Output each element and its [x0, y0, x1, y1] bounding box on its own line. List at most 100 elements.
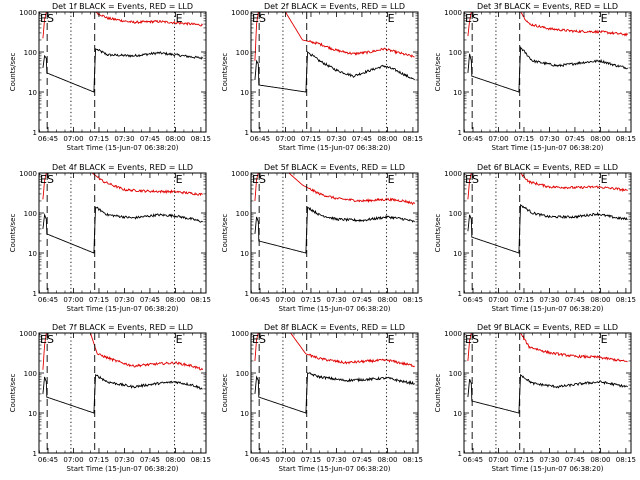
lld-series-line	[254, 12, 415, 61]
x-tick-label: 07:00	[275, 296, 295, 304]
y-tick-label: 100	[24, 370, 37, 378]
x-tick-label: 07:15	[301, 135, 321, 143]
y-tick-label: 100	[236, 370, 249, 378]
lld-series-line	[467, 333, 628, 363]
marker-label-E: E	[601, 173, 608, 186]
y-tick-label: 100	[236, 49, 249, 57]
marker-label-S: S	[47, 12, 54, 25]
x-tick-label: 07:45	[352, 135, 372, 143]
y-tick-label: 10	[453, 89, 462, 97]
marker-label-E: E	[40, 173, 47, 186]
marker-label-S: S	[259, 173, 266, 186]
y-tick-label: 1000	[19, 170, 37, 178]
x-tick-label: 08:15	[616, 296, 636, 304]
marker-label-S: S	[472, 333, 479, 346]
x-tick-label: 07:15	[89, 296, 109, 304]
x-tick-label: 07:30	[539, 135, 559, 143]
x-tick-label: 08:15	[191, 135, 211, 143]
marker-label-S: S	[472, 12, 479, 25]
plot-frame	[463, 11, 632, 133]
x-tick-label: 06:45	[38, 135, 58, 143]
x-tick-label: 08:15	[616, 456, 636, 464]
marker-label-E: E	[40, 12, 47, 25]
y-axis-label: Counts/sec	[9, 214, 17, 253]
marker-label-S: S	[472, 173, 479, 186]
x-tick-label: 08:15	[191, 456, 211, 464]
y-tick-label: 10	[453, 410, 462, 418]
events-series-line	[254, 372, 415, 414]
plot-frame	[38, 332, 207, 454]
plot-frame	[38, 11, 207, 133]
x-tick-label: 08:15	[191, 296, 211, 304]
marker-label-E: E	[176, 333, 183, 346]
x-tick-label: 07:15	[89, 456, 109, 464]
events-series-line	[467, 203, 628, 254]
x-axis-label: Start Time (15-Jun-07 06:38:20)	[67, 144, 179, 152]
y-tick-label: 100	[449, 49, 462, 57]
x-tick-label: 07:45	[565, 456, 585, 464]
x-axis-label: Start Time (15-Jun-07 06:38:20)	[67, 465, 179, 473]
panel-title: Det 5f BLACK = Events, RED = LLD	[264, 163, 405, 172]
events-series-line	[42, 373, 203, 414]
y-tick-label: 10	[240, 410, 249, 418]
x-tick-label: 07:30	[539, 296, 559, 304]
y-tick-label: 1	[245, 290, 249, 298]
x-tick-label: 07:00	[275, 456, 295, 464]
x-tick-label: 06:45	[250, 456, 270, 464]
x-tick-label: 07:30	[114, 296, 134, 304]
x-tick-label: 07:45	[140, 135, 160, 143]
events-series-line	[42, 47, 203, 93]
x-tick-label: 07:00	[488, 296, 508, 304]
x-tick-label: 07:30	[326, 296, 346, 304]
marker-label-S: S	[259, 12, 266, 25]
x-tick-label: 07:45	[352, 456, 372, 464]
x-tick-label: 06:45	[463, 296, 483, 304]
x-axis-label: Start Time (15-Jun-07 06:38:20)	[492, 305, 604, 313]
y-tick-label: 10	[28, 250, 37, 258]
x-tick-label: 08:15	[403, 456, 423, 464]
y-axis-label: Counts/sec	[9, 53, 17, 92]
x-tick-label: 08:00	[165, 296, 185, 304]
plot-frame	[250, 11, 419, 133]
x-axis-label: Start Time (15-Jun-07 06:38:20)	[279, 305, 391, 313]
events-series-line	[467, 373, 628, 414]
y-tick-label: 1	[458, 450, 462, 458]
y-axis-label: Counts/sec	[9, 374, 17, 413]
x-tick-label: 08:00	[590, 296, 610, 304]
marker-label-E: E	[601, 333, 608, 346]
x-tick-label: 07:30	[114, 135, 134, 143]
x-tick-label: 07:15	[514, 296, 534, 304]
x-axis-label: Start Time (15-Jun-07 06:38:20)	[279, 144, 391, 152]
marker-label-E: E	[388, 12, 395, 25]
lld-series-line	[254, 173, 415, 206]
x-tick-label: 06:45	[38, 456, 58, 464]
y-tick-label: 1000	[19, 9, 37, 17]
x-axis-label: Start Time (15-Jun-07 06:38:20)	[492, 465, 604, 473]
x-axis-label: Start Time (15-Jun-07 06:38:20)	[279, 465, 391, 473]
lld-series-line	[254, 333, 415, 368]
marker-label-S: S	[259, 333, 266, 346]
x-tick-label: 07:00	[63, 296, 83, 304]
y-tick-label: 10	[453, 250, 462, 258]
y-tick-label: 100	[24, 49, 37, 57]
panel-title: Det 3f BLACK = Events, RED = LLD	[477, 2, 618, 11]
x-tick-label: 08:00	[165, 135, 185, 143]
y-tick-label: 100	[449, 210, 462, 218]
marker-label-E: E	[601, 12, 608, 25]
x-tick-label: 08:00	[590, 135, 610, 143]
events-series-line	[467, 46, 628, 93]
x-tick-label: 07:45	[140, 456, 160, 464]
panel-title: Det 9f BLACK = Events, RED = LLD	[477, 323, 618, 332]
x-tick-label: 08:00	[165, 456, 185, 464]
panel-title: Det 1f BLACK = Events, RED = LLD	[52, 2, 193, 11]
marker-label-E: E	[465, 12, 472, 25]
events-series-line	[42, 206, 203, 254]
x-tick-label: 07:15	[514, 135, 534, 143]
